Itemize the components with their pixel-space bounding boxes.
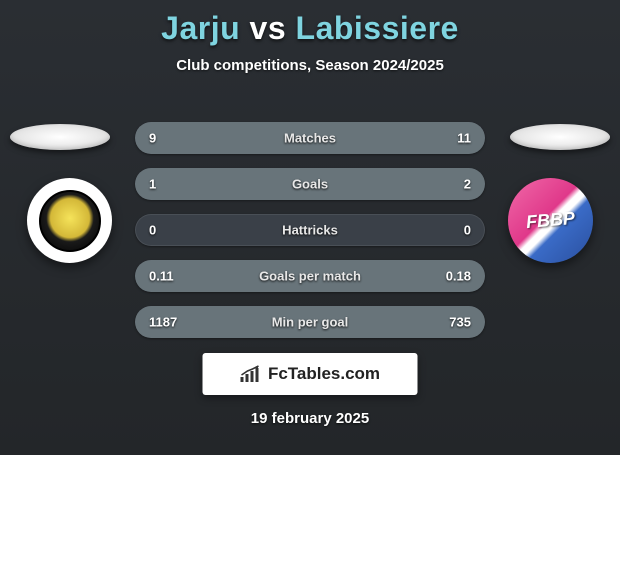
left-flag-placeholder xyxy=(10,124,110,150)
stat-left-value: 0.11 xyxy=(149,269,174,284)
stat-left-value: 1 xyxy=(149,177,156,192)
stat-label: Goals per match xyxy=(259,269,361,284)
stat-label: Goals xyxy=(292,177,328,192)
bar-growth-icon xyxy=(240,365,262,383)
stat-left-fill xyxy=(135,122,293,154)
stat-row: 1187 735 Min per goal xyxy=(135,306,485,338)
stat-right-value: 2 xyxy=(464,177,471,192)
stat-row: 0.11 0.18 Goals per match xyxy=(135,260,485,292)
right-club-logo: FBBP xyxy=(508,178,593,263)
stat-row: 9 11 Matches xyxy=(135,122,485,154)
right-club-label: FBBP xyxy=(525,208,576,233)
stat-right-value: 11 xyxy=(457,131,471,146)
stat-right-fill xyxy=(251,168,486,200)
player1-name: Jarju xyxy=(161,10,240,46)
left-club-crest-icon xyxy=(39,190,101,252)
stat-label: Matches xyxy=(284,131,336,146)
brand-text: FcTables.com xyxy=(268,364,380,384)
page-title: Jarju vs Labissiere xyxy=(0,10,620,47)
stat-right-value: 0 xyxy=(464,223,471,238)
stats-card: Jarju vs Labissiere Club competitions, S… xyxy=(0,0,620,455)
left-club-logo xyxy=(27,178,112,263)
stat-row: 1 2 Goals xyxy=(135,168,485,200)
stat-label: Min per goal xyxy=(272,315,349,330)
date-text: 19 february 2025 xyxy=(251,410,369,427)
stat-label: Hattricks xyxy=(282,223,338,238)
right-flag-placeholder xyxy=(510,124,610,150)
stat-right-value: 735 xyxy=(449,315,471,330)
stat-left-value: 9 xyxy=(149,131,156,146)
stat-left-value: 0 xyxy=(149,223,156,238)
subtitle: Club competitions, Season 2024/2025 xyxy=(0,57,620,74)
stat-row: 0 0 Hattricks xyxy=(135,214,485,246)
vs-text: vs xyxy=(250,10,287,46)
stat-left-value: 1187 xyxy=(149,315,177,330)
brand-badge: FcTables.com xyxy=(203,353,418,395)
player2-name: Labissiere xyxy=(296,10,459,46)
stat-right-value: 0.18 xyxy=(446,269,471,284)
comparison-bars: 9 11 Matches 1 2 Goals 0 0 Hattricks 0.11 0.18 Goal… xyxy=(135,122,485,352)
